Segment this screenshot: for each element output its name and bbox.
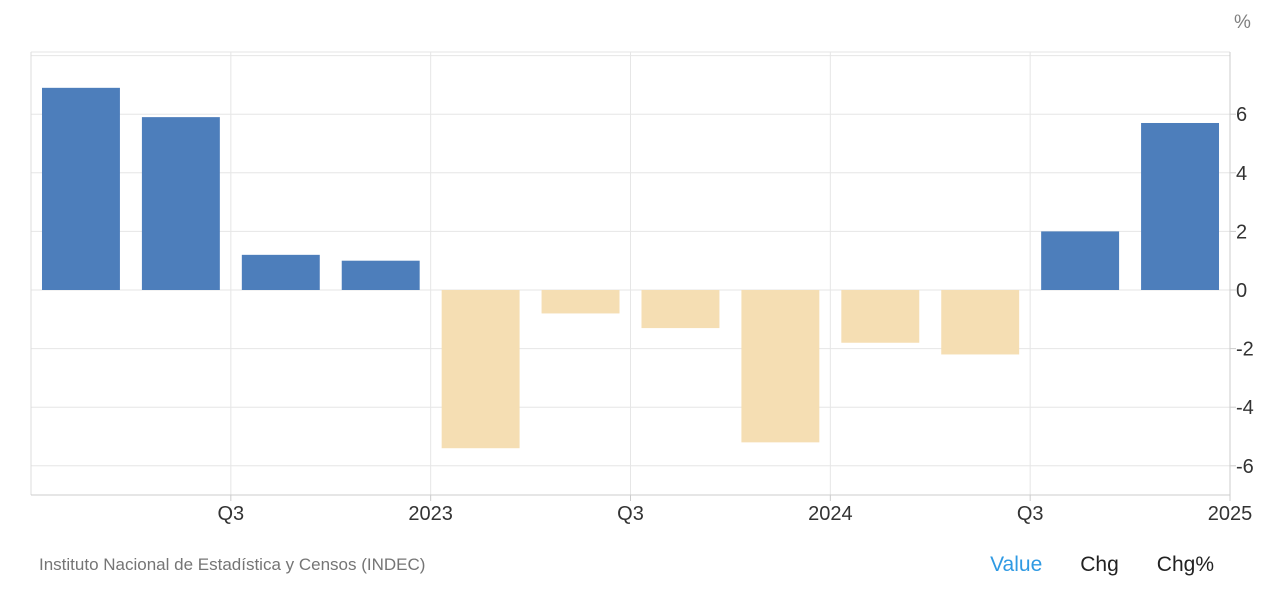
y-tick-label: -2: [1236, 339, 1254, 361]
y-axis-unit-label: %: [1234, 12, 1251, 33]
bar: [841, 290, 920, 343]
bar: [1041, 231, 1120, 290]
x-tick-label: Q3: [1017, 503, 1044, 525]
bar: [641, 290, 720, 329]
y-tick-label: 4: [1236, 163, 1247, 185]
value-toggle-button[interactable]: Value: [990, 553, 1043, 576]
bar: [41, 87, 120, 290]
bar: [941, 290, 1020, 355]
bar: [241, 254, 320, 290]
x-tick-label: 2025: [1208, 503, 1253, 525]
x-tick-label: Q3: [617, 503, 644, 525]
x-tick-label: 2023: [408, 503, 453, 525]
bar: [141, 117, 220, 290]
bar: [1141, 122, 1220, 291]
bar: [741, 290, 820, 443]
chg-percent-toggle-button[interactable]: Chg%: [1156, 553, 1214, 576]
bar: [441, 290, 520, 449]
y-tick-label: 6: [1236, 104, 1247, 126]
bar: [541, 290, 620, 314]
y-tick-label: -6: [1236, 456, 1254, 478]
x-tick-label: 2024: [808, 503, 853, 525]
view-toggle: Value Chg Chg%: [990, 553, 1214, 577]
chg-toggle-button[interactable]: Chg: [1080, 553, 1119, 576]
y-tick-label: 0: [1236, 280, 1247, 302]
source-attribution: Instituto Nacional de Estadística y Cens…: [39, 555, 426, 574]
bar-chart: Q3 2023 Q3 2024 Q3 2025 6 4 2 0 -2 -4 -6: [30, 51, 1254, 525]
y-tick-label: -4: [1236, 397, 1254, 419]
y-tick-label: 2: [1236, 221, 1247, 243]
bar: [341, 260, 420, 290]
x-tick-label: Q3: [217, 503, 244, 525]
